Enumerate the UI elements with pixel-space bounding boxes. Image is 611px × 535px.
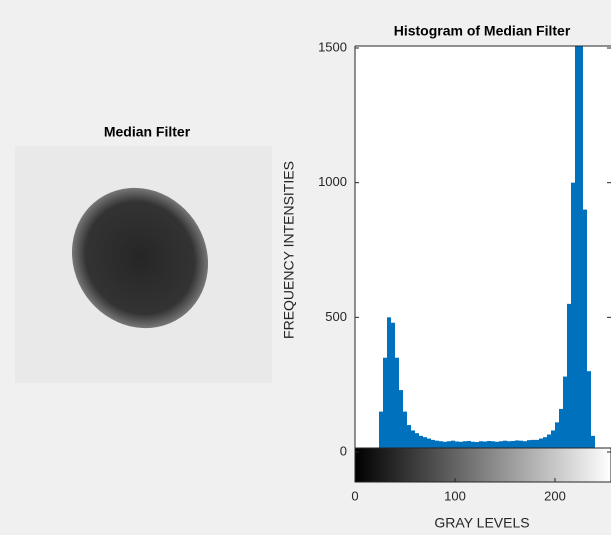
bar (467, 440, 471, 452)
bar (579, 46, 583, 452)
x-tick-label: 200 (544, 488, 566, 503)
image-title: Median Filter (104, 124, 191, 140)
bar (487, 440, 491, 452)
bar (447, 441, 451, 452)
bar (559, 408, 563, 452)
bar (583, 209, 587, 452)
bar (455, 441, 459, 452)
bar (459, 441, 463, 452)
x-axis-label: GRAY LEVELS (434, 515, 529, 531)
bar (435, 440, 439, 452)
y-axis-label: FREQUENCY INTENSITIES (281, 161, 297, 339)
bar (431, 439, 435, 452)
bar (423, 437, 427, 452)
bar (399, 390, 403, 452)
bar (571, 182, 575, 452)
bar (587, 371, 591, 452)
y-tick-label: 500 (325, 309, 347, 324)
bar (567, 303, 571, 452)
bar (575, 46, 579, 452)
bar (527, 440, 531, 452)
bar (451, 440, 455, 452)
bar (479, 441, 483, 452)
bar (563, 376, 567, 452)
bar (463, 441, 467, 452)
bar (475, 442, 479, 452)
bar (523, 441, 527, 452)
median-filter-image (15, 146, 272, 383)
bar (551, 430, 555, 452)
bar (407, 425, 411, 452)
bar (515, 440, 519, 452)
y-tick-label: 1500 (318, 39, 347, 54)
y-tick-label: 1000 (318, 174, 347, 189)
bar (519, 440, 523, 452)
bar (411, 430, 415, 452)
chart-title: Histogram of Median Filter (394, 23, 571, 39)
bar (591, 435, 595, 452)
bar (403, 411, 407, 452)
bar (499, 441, 503, 452)
bar (511, 440, 515, 452)
bar (483, 441, 487, 452)
bar (387, 317, 391, 452)
colorbar (354, 447, 611, 483)
bar (471, 441, 475, 452)
bar (555, 422, 559, 452)
bar (531, 439, 535, 452)
bar (507, 441, 511, 452)
bar (495, 441, 499, 452)
bar (383, 357, 387, 452)
x-tick-label: 0 (351, 488, 358, 503)
bar (427, 438, 431, 452)
bar (547, 434, 551, 452)
y-tick-label: 0 (340, 443, 347, 458)
bar (491, 441, 495, 452)
bar (503, 440, 507, 452)
bar (443, 441, 447, 452)
bar (419, 435, 423, 452)
x-tick-label: 100 (444, 488, 466, 503)
bar (539, 438, 543, 452)
bar (439, 441, 443, 452)
bar (535, 439, 539, 452)
bar (379, 411, 383, 452)
bar (395, 357, 399, 452)
bar (391, 322, 395, 452)
bar (415, 433, 419, 452)
bar (543, 437, 547, 452)
